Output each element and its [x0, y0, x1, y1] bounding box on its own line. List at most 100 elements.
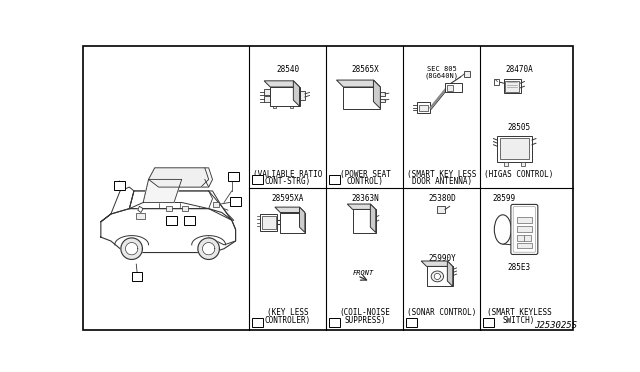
Text: (POWER SEAT: (POWER SEAT [340, 170, 390, 179]
Polygon shape [101, 209, 236, 253]
Ellipse shape [494, 215, 511, 244]
Text: E: E [231, 172, 236, 181]
Text: J253025S: J253025S [534, 321, 577, 330]
Bar [132, 272, 143, 281]
Polygon shape [270, 87, 300, 106]
Bar [380, 99, 385, 102]
Text: E: E [486, 318, 491, 327]
Bar [406, 318, 417, 327]
Text: SWITCH): SWITCH) [503, 316, 535, 325]
Text: 28595XA: 28595XA [272, 194, 304, 203]
Text: 25990Y: 25990Y [428, 254, 456, 263]
Bar [516, 235, 524, 241]
Text: (VALIABLE RATIO: (VALIABLE RATIO [253, 170, 323, 179]
Bar [516, 225, 532, 232]
Text: (SMART KEY LESS: (SMART KEY LESS [407, 170, 477, 179]
Polygon shape [293, 81, 300, 106]
Polygon shape [300, 207, 305, 232]
Bar [497, 135, 532, 163]
Bar [264, 89, 270, 95]
Bar [252, 175, 262, 184]
Text: SUPPRESS): SUPPRESS) [344, 316, 386, 325]
Bar [289, 105, 293, 108]
Polygon shape [373, 80, 380, 109]
Polygon shape [435, 273, 440, 279]
Bar [520, 163, 525, 166]
Polygon shape [143, 168, 212, 202]
Bar [184, 216, 195, 225]
Text: G: G [332, 175, 337, 184]
Polygon shape [431, 271, 444, 282]
Text: F: F [255, 175, 260, 184]
Text: D: D [408, 318, 414, 327]
Polygon shape [421, 261, 452, 266]
Bar [504, 163, 508, 166]
Bar [166, 206, 172, 211]
Text: A: A [134, 272, 140, 281]
Text: 28599: 28599 [492, 194, 515, 203]
Text: DOOR ANTENNA): DOOR ANTENNA) [412, 177, 472, 186]
Bar [354, 211, 374, 231]
Polygon shape [143, 179, 182, 202]
Text: A: A [255, 318, 260, 327]
Polygon shape [427, 266, 452, 286]
Text: 285E3: 285E3 [508, 263, 531, 272]
Text: CONT-STRG): CONT-STRG) [265, 177, 311, 186]
FancyBboxPatch shape [511, 205, 538, 254]
Bar [419, 105, 428, 111]
Text: C: C [332, 318, 337, 327]
Bar [516, 243, 532, 248]
Polygon shape [348, 204, 376, 209]
Bar [329, 175, 340, 184]
Text: D: D [187, 216, 192, 225]
Bar [505, 81, 519, 92]
Bar [273, 105, 276, 108]
Text: F: F [117, 181, 122, 190]
Polygon shape [280, 212, 305, 232]
Bar [464, 71, 470, 77]
Bar [166, 216, 177, 225]
Bar [494, 78, 499, 85]
Text: 28565X: 28565X [351, 65, 379, 74]
Polygon shape [125, 243, 138, 255]
Polygon shape [198, 238, 220, 259]
Polygon shape [148, 168, 209, 187]
Polygon shape [447, 261, 452, 286]
Text: (KEY LESS: (KEY LESS [267, 308, 308, 317]
Bar [228, 172, 239, 181]
Bar [417, 102, 431, 113]
Text: 28363N: 28363N [351, 194, 379, 203]
Bar [356, 213, 371, 227]
Bar [445, 83, 462, 92]
Polygon shape [138, 206, 143, 212]
Text: SEC 805: SEC 805 [427, 66, 457, 72]
Bar [114, 181, 125, 190]
Bar [282, 214, 303, 231]
Bar [300, 91, 305, 100]
Text: 25380D: 25380D [428, 194, 456, 203]
Text: (SONAR CONTROL): (SONAR CONTROL) [407, 308, 477, 317]
Polygon shape [205, 168, 212, 187]
Polygon shape [275, 207, 305, 212]
Bar [437, 206, 445, 212]
Bar [260, 214, 277, 231]
Text: CONTROL): CONTROL) [346, 177, 383, 186]
Bar [329, 318, 340, 327]
Bar [500, 138, 529, 159]
Text: G: G [233, 197, 238, 206]
Text: 28505: 28505 [508, 123, 531, 132]
Polygon shape [353, 209, 376, 232]
Polygon shape [337, 80, 380, 87]
Bar [524, 235, 531, 241]
Polygon shape [264, 81, 300, 87]
Bar [516, 217, 532, 223]
Polygon shape [129, 191, 232, 220]
Text: C: C [169, 216, 174, 225]
Text: 28470A: 28470A [505, 65, 533, 74]
Bar [447, 85, 452, 91]
Polygon shape [101, 187, 134, 222]
Bar [262, 216, 276, 230]
Bar [504, 79, 520, 93]
Text: (COIL-NOISE: (COIL-NOISE [340, 308, 390, 317]
Bar [212, 202, 219, 207]
